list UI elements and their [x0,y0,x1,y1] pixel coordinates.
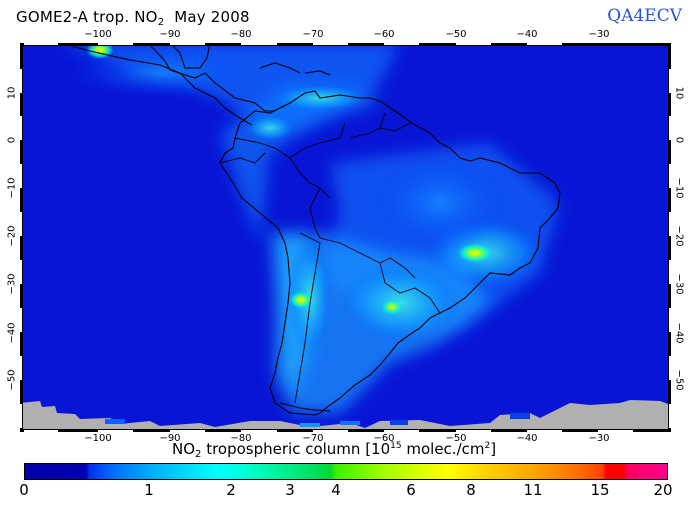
y-tick-right: −20 [673,225,685,247]
colorbar-label-close: ] [490,440,497,458]
x-tick-top: −30 [588,29,610,40]
colorbar-label-exp: 15 [390,441,402,451]
x-tick-top: −50 [445,29,467,40]
y-tick-right: −10 [673,177,685,199]
hotspot-santiago [289,291,313,309]
frame-scale-bottom [20,429,671,432]
y-tick-right: −40 [673,322,685,344]
x-tick-top: −90 [159,29,181,40]
y-tick-left: 10 [6,86,18,100]
x-tick-top: −80 [230,29,252,40]
x-tick-bottom: −80 [230,433,252,444]
colorbar-tick: 15 [590,481,610,499]
y-tick-right: 0 [673,136,685,144]
y-tick-left: −20 [6,225,18,247]
y-tick-left: −30 [6,273,18,295]
y-tick-right: −30 [673,273,685,295]
x-tick-bottom: −90 [159,433,181,444]
hotspot-sao-paulo [457,243,493,263]
coastlines [59,43,561,416]
x-tick-top: −60 [373,29,395,40]
colorbar-tick: 2 [226,481,236,499]
colorbar-tick: 3 [285,481,295,499]
brand-label: QA4ECV [607,6,682,26]
colorbar-tick: 4 [331,481,341,499]
colorbar-tick: 11 [523,481,543,499]
x-tick-top: −40 [516,29,538,40]
x-tick-bottom: −100 [84,433,112,444]
colorbar-tick: 1 [144,481,154,499]
frame-scale-top [20,43,671,46]
colorbar-label-mid: tropospheric column [10 [206,440,391,458]
y-tick-right: 10 [673,86,685,100]
colorbar-label-sub: 2 [195,449,202,460]
colorbar-tick: 20 [653,481,673,499]
colorbar-label-unit: molec./cm [406,440,485,458]
title-date: May 2008 [174,8,250,26]
x-tick-bottom: −50 [445,433,467,444]
colorbar-label-no: NO [172,440,196,458]
hotspot-buenos-aires [381,299,403,315]
y-tick-left: −40 [6,322,18,344]
colorbar-label-exp2: 2 [484,441,491,451]
title-subscript: 2 [157,17,165,28]
frame-scale-right [668,43,671,432]
y-tick-left: 0 [6,136,18,144]
missing-data-region [20,400,671,432]
x-tick-bottom: −70 [302,433,324,444]
y-tick-left: −50 [6,369,18,391]
colorbar-tick: 8 [466,481,476,499]
title-text: GOME2-A trop. NO [16,8,158,26]
colorbar [24,463,668,480]
no2-map [20,43,671,432]
colorbar-tick: 6 [406,481,416,499]
country-borders [219,112,441,404]
x-tick-bottom: −30 [588,433,610,444]
x-tick-bottom: −60 [373,433,395,444]
x-tick-bottom: −40 [516,433,538,444]
y-tick-right: −50 [673,369,685,391]
y-tick-left: −10 [6,177,18,199]
frame-scale-left [20,43,23,432]
colorbar-label: NO2 tropospheric column [1015 molec./cm2… [172,440,496,460]
map-title: GOME2-A trop. NO2 May 2008 [16,8,250,28]
colorbar-tick: 0 [19,481,29,499]
x-tick-top: −100 [84,29,112,40]
x-tick-top: −70 [302,29,324,40]
